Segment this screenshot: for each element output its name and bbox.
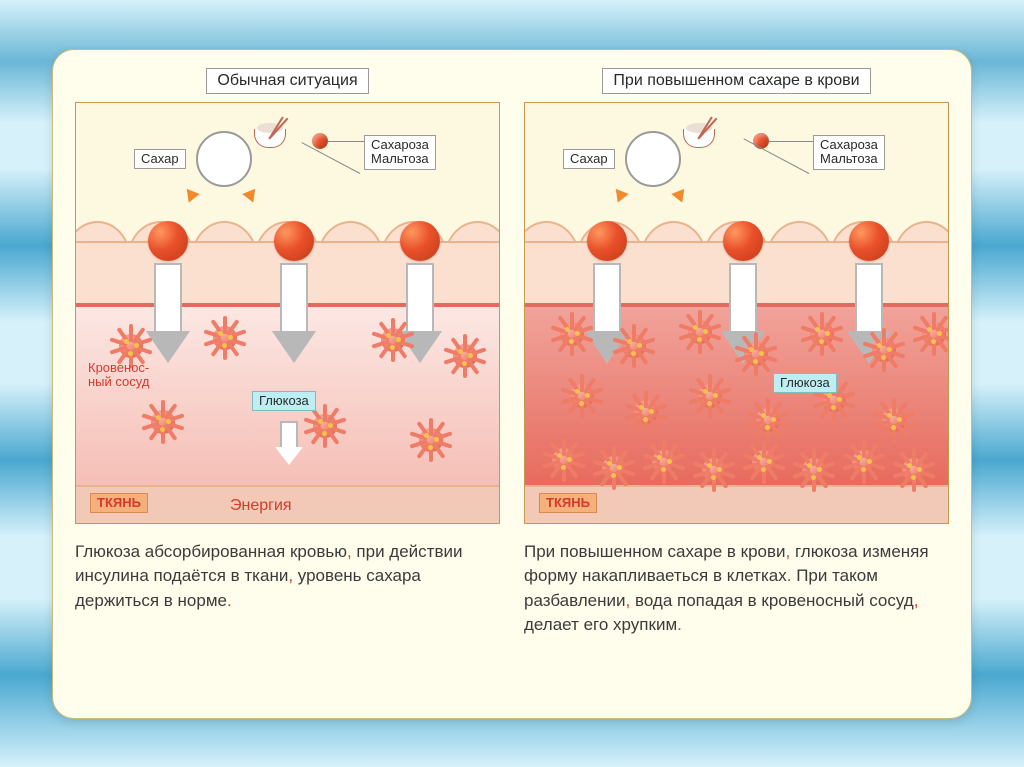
glucose-cell-icon <box>555 317 589 351</box>
molecule-icon <box>723 221 763 261</box>
sugar-bowl-icon <box>625 131 681 187</box>
glucose-cell-icon <box>114 329 148 363</box>
small-down-arrow-icon <box>278 421 300 465</box>
glucose-cell-icon <box>414 423 448 457</box>
glucose-cell-icon <box>917 317 949 351</box>
left-column: Обычная ситуация Сахар Сахароза Мальтоза <box>75 68 500 704</box>
sugar-dot-icon <box>753 133 769 149</box>
glucose-cell-icon <box>647 445 681 479</box>
infographic-card: Обычная ситуация Сахар Сахароза Мальтоза <box>52 49 972 719</box>
glucose-cell-icon <box>629 395 663 429</box>
glucose-cell-icon <box>697 453 731 487</box>
label-sugar: Сахар <box>563 149 615 170</box>
label-blood-vessel: Кровенос- ный сосуд <box>82 359 155 393</box>
molecule-icon <box>148 221 188 261</box>
label-glucose: Глюкоза <box>252 391 316 412</box>
sugar-dot-icon <box>312 133 328 149</box>
down-arrow-icon <box>278 263 310 361</box>
label-sucrose: Сахароза Мальтоза <box>364 135 436 171</box>
glucose-cell-icon <box>805 317 839 351</box>
right-diagram: Сахар Сахароза Мальтоза Глюкоза ТКЯНЬ <box>524 102 949 524</box>
molecule-icon <box>849 221 889 261</box>
glucose-cell-icon <box>693 379 727 413</box>
glucose-cell-icon <box>747 445 781 479</box>
label-tissue: ТКЯНЬ <box>90 493 148 514</box>
label-glucose: Глюкоза <box>773 373 837 394</box>
glucose-cell-icon <box>617 329 651 363</box>
glucose-cell-icon <box>597 451 631 485</box>
glucose-cell-icon <box>146 405 180 439</box>
sugar-bowl-icon <box>196 131 252 187</box>
glucose-cell-icon <box>683 315 717 349</box>
molecule-icon <box>400 221 440 261</box>
glucose-cell-icon <box>448 339 482 373</box>
connector-line <box>769 141 813 142</box>
molecule-icon <box>274 221 314 261</box>
label-tissue: ТКЯНЬ <box>539 493 597 514</box>
label-sugar: Сахар <box>134 149 186 170</box>
left-caption: Глюкоза абсорбированная кровью, при дейс… <box>75 540 500 614</box>
molecule-icon <box>587 221 627 261</box>
glucose-cell-icon <box>847 445 881 479</box>
label-sucrose: Сахароза Мальтоза <box>813 135 885 171</box>
glucose-cell-icon <box>797 453 831 487</box>
down-arrow-icon <box>152 263 184 361</box>
glucose-cell-icon <box>877 403 911 437</box>
glucose-cell-icon <box>376 323 410 357</box>
left-title: Обычная ситуация <box>206 68 368 94</box>
glucose-cell-icon <box>897 453 931 487</box>
left-diagram: Сахар Сахароза Мальтоза Кровенос- ный со… <box>75 102 500 524</box>
glucose-cell-icon <box>867 333 901 367</box>
label-energy: Энергия <box>224 495 298 517</box>
glucose-cell-icon <box>739 337 773 371</box>
right-caption: При повышенном сахаре в крови, глюкоза и… <box>524 540 949 639</box>
right-column: При повышенном сахаре в крови Сахар Саха… <box>524 68 949 704</box>
glucose-cell-icon <box>751 403 785 437</box>
right-title: При повышенном сахаре в крови <box>602 68 870 94</box>
glucose-cell-icon <box>547 443 581 477</box>
glucose-cell-icon <box>208 321 242 355</box>
connector-line <box>328 141 364 142</box>
glucose-cell-icon <box>308 409 342 443</box>
glucose-cell-icon <box>565 379 599 413</box>
